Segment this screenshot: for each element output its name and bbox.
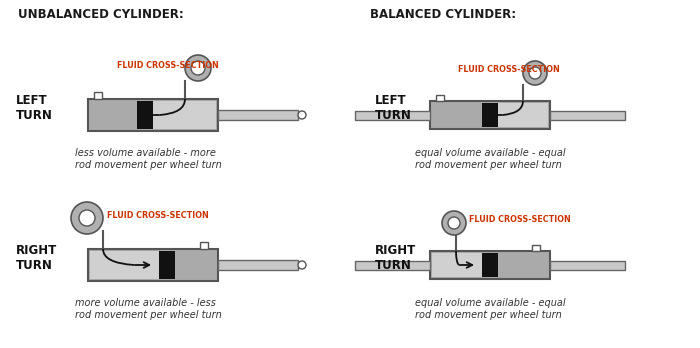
Text: UNBALANCED CYLINDER:: UNBALANCED CYLINDER: (18, 8, 183, 21)
Circle shape (71, 202, 103, 234)
Bar (159, 251, 175, 279)
Bar (482, 253, 498, 277)
Bar (498, 253, 548, 277)
Circle shape (529, 67, 541, 79)
Bar (355, 261, 430, 269)
Circle shape (523, 61, 547, 85)
Bar (88, 249, 218, 281)
Bar (432, 103, 482, 127)
Circle shape (298, 261, 306, 269)
Text: equal volume available - equal
rod movement per wheel turn: equal volume available - equal rod movem… (415, 148, 566, 169)
Bar (430, 101, 550, 129)
Bar (432, 253, 482, 277)
Text: more volume available - less
rod movement per wheel turn: more volume available - less rod movemen… (75, 298, 222, 319)
Bar (94, 92, 102, 99)
Text: FLUID CROSS-SECTION: FLUID CROSS-SECTION (458, 65, 560, 74)
Bar (90, 251, 159, 279)
Bar (498, 103, 548, 127)
Bar (430, 251, 550, 279)
Bar (218, 110, 298, 120)
Circle shape (442, 211, 466, 235)
Circle shape (79, 210, 95, 226)
Text: LEFT
TURN: LEFT TURN (375, 94, 412, 122)
Circle shape (185, 55, 211, 81)
Bar (482, 103, 498, 127)
Text: equal volume available - equal
rod movement per wheel turn: equal volume available - equal rod movem… (415, 298, 566, 319)
Bar (175, 251, 216, 279)
Bar (355, 111, 430, 119)
Bar (436, 95, 444, 101)
Text: LEFT
TURN: LEFT TURN (16, 94, 53, 122)
Bar (218, 260, 298, 270)
Circle shape (448, 217, 460, 229)
Bar (153, 101, 216, 129)
Circle shape (191, 61, 205, 75)
Text: RIGHT
TURN: RIGHT TURN (16, 244, 57, 272)
Text: RIGHT
TURN: RIGHT TURN (375, 244, 416, 272)
Bar (200, 242, 208, 249)
Text: FLUID CROSS-SECTION: FLUID CROSS-SECTION (469, 215, 570, 224)
Bar (532, 245, 540, 251)
Text: FLUID CROSS-SECTION: FLUID CROSS-SECTION (117, 61, 218, 70)
Text: BALANCED CYLINDER:: BALANCED CYLINDER: (370, 8, 516, 21)
Circle shape (298, 111, 306, 119)
Bar (550, 261, 625, 269)
Text: FLUID CROSS-SECTION: FLUID CROSS-SECTION (107, 211, 209, 220)
Bar (550, 111, 625, 119)
Text: less volume available - more
rod movement per wheel turn: less volume available - more rod movemen… (75, 148, 222, 169)
Bar (137, 101, 153, 129)
Bar (88, 99, 218, 131)
Bar (90, 101, 137, 129)
